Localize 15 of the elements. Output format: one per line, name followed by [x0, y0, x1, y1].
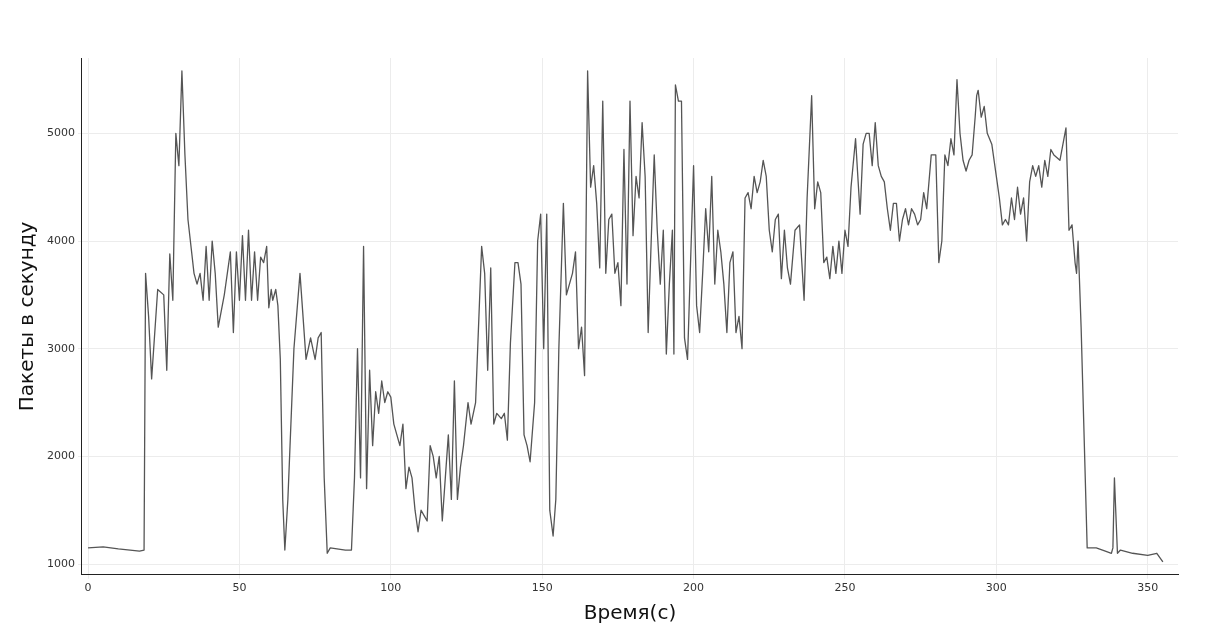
x-tick-label: 0	[84, 581, 92, 595]
y-axis-title: Пакеты в секунду	[14, 221, 39, 412]
x-tick-label: 350	[1137, 581, 1159, 595]
y-tick-label: 3000	[46, 341, 75, 355]
x-tick-label: 300	[985, 581, 1007, 595]
x-axis-title: Время(с)	[583, 600, 677, 625]
y-tick-label: 2000	[46, 449, 75, 463]
y-tick-label: 1000	[46, 556, 75, 570]
x-tick-label: 100	[380, 581, 402, 595]
x-tick-label: 200	[683, 581, 705, 595]
x-tick-label: 50	[232, 581, 247, 595]
x-tick-label: 250	[834, 581, 856, 595]
y-tick-label: 5000	[46, 126, 75, 140]
x-tick-label: 150	[531, 581, 553, 595]
y-tick-label: 4000	[46, 233, 75, 247]
